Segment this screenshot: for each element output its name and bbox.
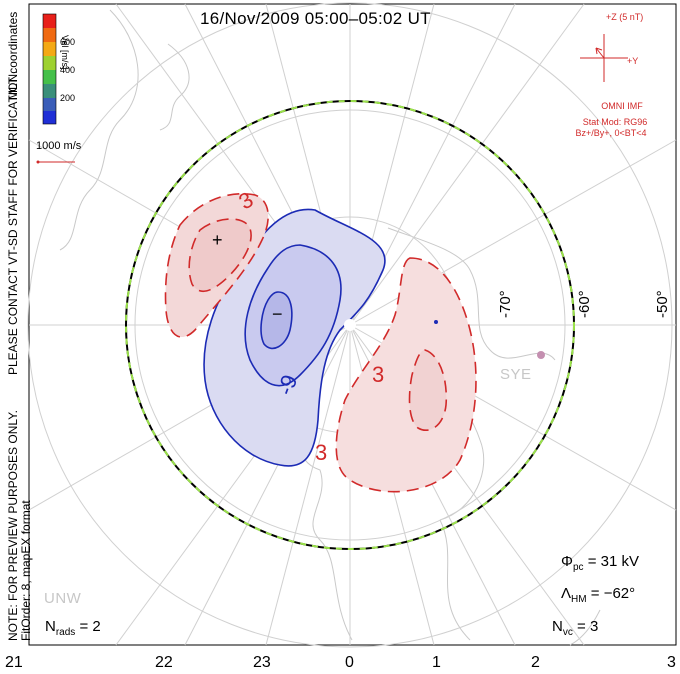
fit-order-note: FitOrder: 8, mapEX format <box>19 500 33 641</box>
colorbar-frame <box>42 13 57 125</box>
nvc-subscript: vc <box>562 627 573 638</box>
phi-symbol: Φ <box>561 553 573 570</box>
vector-count: Nvc = 3 <box>552 618 598 638</box>
nvc-value: = 3 <box>577 618 599 635</box>
mlt-tick-3: 3 <box>667 654 676 671</box>
colorbar-segment <box>43 111 56 124</box>
preview-note: NOTE: FOR PREVIEW PURPOSES ONLY. <box>6 410 20 641</box>
colorbar-segment <box>43 70 56 84</box>
positive-cell-dawn-outer <box>335 257 477 493</box>
phi-subscript: pc <box>572 562 584 573</box>
nrads-subscript: rads <box>55 627 76 638</box>
radar-count: Nrads = 2 <box>45 618 101 638</box>
imf-model-line2: Bz+/By+, 0<BT<4 <box>575 128 647 138</box>
imf-y-label: +Y <box>627 56 639 66</box>
positive-cell-dawn-inner <box>408 349 448 431</box>
lambda-value: = −62° <box>590 585 636 602</box>
latitude-label-50: -50° <box>654 290 671 318</box>
map-title: 16/Nov/2009 05:00–05:02 UT <box>200 9 431 28</box>
nvc-symbol: N <box>552 618 563 635</box>
contour-label-dawn: 3 <box>372 362 385 387</box>
imf-clock-icon <box>580 34 628 82</box>
colorbar-segment <box>43 14 56 28</box>
mlt-tick-22: 22 <box>155 654 173 671</box>
reference-vector-origin <box>36 160 40 164</box>
mlt-tick-2: 2 <box>531 654 540 671</box>
pole-marker <box>344 319 356 331</box>
colorbar <box>42 13 57 125</box>
hm-boundary-latitude: ΛHM = −62° <box>561 585 635 605</box>
colorbar-segment <box>43 42 56 56</box>
lambda-subscript: HM <box>571 594 587 605</box>
nrads-symbol: N <box>45 618 56 635</box>
contour-label-dawn-lower: 3 <box>315 440 328 465</box>
radar-site-marker <box>537 351 545 359</box>
negative-cell-mid <box>244 244 342 387</box>
station-label-unw: UNW <box>44 590 82 607</box>
phi-value: = 31 kV <box>587 553 639 570</box>
potential-max-marker: + <box>212 230 223 250</box>
colorbar-tick-200: 200 <box>60 93 76 103</box>
mlt-tick-21: 21 <box>5 654 23 671</box>
positive-cell-dusk-inner <box>188 218 252 293</box>
mlt-tick-1: 1 <box>432 654 441 671</box>
station-label-sye: SYE <box>500 366 532 383</box>
latitude-label-70: -70° <box>497 290 514 318</box>
imf-scale-label: +Z (5 nT) <box>606 12 644 22</box>
potential-min-dot <box>434 320 438 324</box>
reference-vector-label: 1000 m/s <box>36 140 82 152</box>
colorbar-segment <box>43 56 56 70</box>
colorbar-segment <box>43 84 56 98</box>
mlt-tick-23: 23 <box>253 654 271 671</box>
latitude-label-60: -60° <box>576 290 593 318</box>
verification-note: PLEASE CONTACT VT-SD STAFF FOR VERIFICAT… <box>6 70 20 375</box>
imf-source: OMNI IMF <box>601 101 643 111</box>
colorbar-segment <box>43 98 56 111</box>
hm-boundary-dash <box>125 100 575 550</box>
lambda-symbol: Λ <box>561 585 572 602</box>
mlt-tick-0: 0 <box>345 654 354 671</box>
colorbar-title: Vel [m/s] <box>60 35 70 70</box>
potential-min-marker: − <box>272 304 283 324</box>
cross-polar-potential: Φpc = 31 kV <box>561 553 639 573</box>
negative-cell-inner <box>260 291 293 350</box>
colorbar-segment <box>43 28 56 42</box>
colorbar-tick-400: 400 <box>60 65 76 75</box>
colorbar-tick-600: 600 <box>60 37 76 47</box>
nrads-value: = 2 <box>79 618 101 635</box>
imf-model-line1: Stat Mod: RG96 <box>582 117 648 127</box>
